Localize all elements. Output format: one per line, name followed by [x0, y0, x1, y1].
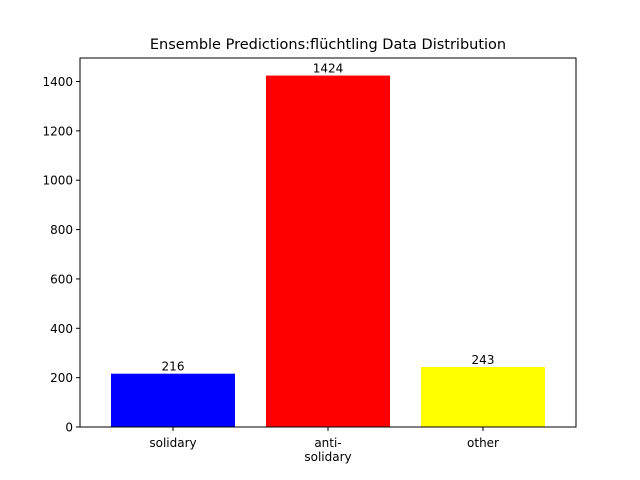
bar-value-label-0: 216	[162, 360, 185, 374]
y-tick-label-5: 1000	[42, 174, 73, 188]
bar-0	[111, 373, 235, 427]
y-tick-label-0: 0	[65, 421, 73, 435]
x-axis: solidary anti-solidary other	[149, 427, 499, 464]
plot-frame	[79, 57, 577, 428]
bar-value-label-2: 243	[472, 353, 495, 367]
x-tick-label-2: other	[467, 436, 499, 450]
y-axis: 0 200 400 600 800 1000 1200 1400	[42, 75, 80, 435]
bar-2	[421, 367, 545, 427]
y-tick-label-6: 1200	[42, 124, 73, 138]
x-tick-label-0: solidary	[149, 436, 196, 450]
bar-value-label-1: 1424	[313, 62, 344, 76]
chart-title: Ensemble Predictions:flüchtling Data Dis…	[150, 37, 506, 53]
y-tick-label-2: 400	[50, 322, 73, 336]
y-tick-label-7: 1400	[42, 75, 73, 89]
y-tick-label-3: 600	[50, 272, 73, 286]
y-tick-label-4: 800	[50, 223, 73, 237]
bars-group	[111, 75, 545, 428]
bar-1	[266, 75, 390, 428]
y-tick-label-1: 200	[50, 371, 73, 385]
x-tick-label-1: anti-solidary	[304, 436, 351, 464]
bar-value-labels: 216 1424 243	[162, 62, 495, 374]
